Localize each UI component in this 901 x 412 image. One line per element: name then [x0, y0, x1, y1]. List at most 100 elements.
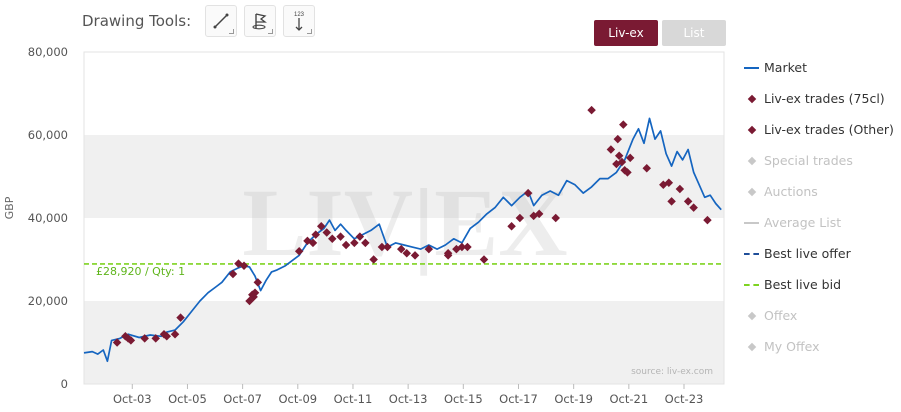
- x-tick-label: Oct-05: [168, 392, 207, 406]
- legend-item[interactable]: Average List: [744, 207, 894, 238]
- trade-75cl-point[interactable]: [369, 255, 378, 264]
- trade-75cl-point[interactable]: [162, 332, 172, 341]
- legend-symbol: [744, 311, 759, 320]
- flag-tool-icon: [252, 13, 268, 30]
- trade-other-point[interactable]: [308, 238, 318, 248]
- legend-label: Special trades: [764, 153, 853, 168]
- trade-75cl-point[interactable]: [341, 240, 351, 250]
- trade-75cl-point[interactable]: [383, 242, 392, 252]
- trade-75cl-point[interactable]: [587, 105, 596, 115]
- market-series: [83, 117, 722, 363]
- legend-label: Market: [764, 60, 807, 75]
- y-tick-label: 40,000: [28, 211, 68, 225]
- trade-75cl-point[interactable]: [410, 251, 420, 260]
- drawing-tools-label: Drawing Tools:: [82, 12, 192, 30]
- flag-tool-button[interactable]: [244, 5, 277, 37]
- trade-75cl-point[interactable]: [151, 334, 160, 343]
- trade-75cl-point[interactable]: [328, 234, 337, 243]
- trade-75cl-point[interactable]: [355, 232, 365, 241]
- y-tick-label: 60,000: [28, 128, 68, 142]
- legend-symbol: [744, 156, 759, 165]
- trade-75cl-point[interactable]: [176, 313, 185, 322]
- trade-other-point[interactable]: [443, 251, 453, 260]
- x-tick-label: Oct-15: [444, 392, 483, 406]
- x-tick-label: Oct-07: [223, 392, 262, 406]
- trade-75cl-point[interactable]: [294, 246, 304, 256]
- trade-other-point[interactable]: [457, 242, 467, 252]
- trade-75cl-point[interactable]: [112, 338, 122, 347]
- x-tick-label: Oct-17: [499, 392, 538, 406]
- legend-label: Auctions: [764, 184, 818, 199]
- legend-label: Best live bid: [764, 277, 842, 292]
- trade-other-point[interactable]: [619, 120, 628, 129]
- sort-123-icon: 123: [294, 12, 305, 31]
- legend-symbol: [744, 283, 759, 286]
- legend-label: Offex: [764, 308, 798, 323]
- trade-other-point[interactable]: [123, 334, 133, 343]
- trade-75cl-point[interactable]: [361, 238, 370, 248]
- x-tick-label: Oct-03: [113, 392, 152, 406]
- trade-other-point[interactable]: [336, 232, 345, 241]
- trade-75cl-point[interactable]: [479, 255, 489, 264]
- market-line: [83, 117, 722, 363]
- best-live-bid-label: £28,920 / Qty: 1: [96, 265, 185, 278]
- trade-75cl-point[interactable]: [253, 278, 263, 287]
- legend-item[interactable]: Market: [744, 52, 894, 83]
- best-live-bid-line: £28,920 / Qty: 1: [84, 263, 724, 278]
- trade-other-point[interactable]: [249, 292, 258, 302]
- legend-symbol: [744, 187, 759, 196]
- trade-75cl-point[interactable]: [311, 230, 320, 239]
- trade-75cl-point[interactable]: [402, 249, 412, 258]
- legend-label: Average List: [764, 215, 842, 230]
- trade-75cl-point[interactable]: [463, 242, 472, 252]
- trade-75cl-point[interactable]: [507, 222, 516, 231]
- plot-band: [84, 135, 724, 218]
- trade-other-point[interactable]: [322, 228, 332, 237]
- legend-item[interactable]: Liv-ex trades (Other): [744, 114, 894, 145]
- legend-symbol: [744, 66, 759, 69]
- legend-symbol: [744, 342, 759, 351]
- legend-item[interactable]: Auctions: [744, 176, 894, 207]
- legend-item[interactable]: Offex: [744, 300, 894, 331]
- legend-label: Best live offer: [764, 246, 851, 261]
- legend-symbol: [744, 252, 759, 255]
- trade-75cl-point[interactable]: [396, 244, 406, 254]
- x-axis: Oct-03 Oct-05 Oct-07 Oct-09 Oct-11 Oct-13 Oct-…: [113, 384, 703, 406]
- legend-label: Liv-ex trades (Other): [764, 122, 894, 137]
- watermark: LIV|EX: [242, 169, 567, 276]
- legend-item[interactable]: Special trades: [744, 145, 894, 176]
- trade-other-point[interactable]: [170, 329, 180, 339]
- legend-item[interactable]: Best live bid: [744, 269, 894, 300]
- trade-75cl-point[interactable]: [316, 222, 326, 231]
- line-tool-icon: [213, 13, 229, 29]
- sort-123-button[interactable]: 123: [283, 5, 316, 37]
- line-tool-button[interactable]: [205, 5, 238, 37]
- x-tick-label: Oct-13: [389, 392, 428, 406]
- legend-item[interactable]: My Offex: [744, 331, 894, 362]
- trade-75cl-point[interactable]: [239, 261, 249, 270]
- trade-75cl-point[interactable]: [228, 269, 238, 279]
- view-tabs: Liv-ex List: [594, 20, 730, 46]
- trade-75cl-point[interactable]: [140, 334, 149, 343]
- trade-other-point[interactable]: [350, 238, 359, 248]
- y-tick-label: 0: [61, 377, 68, 391]
- plot-band: [84, 301, 724, 384]
- y-tick-label: 80,000: [28, 45, 68, 59]
- trade-other-point[interactable]: [377, 242, 387, 252]
- trade-75cl-point[interactable]: [424, 244, 434, 254]
- legend-symbol: [744, 221, 759, 224]
- legend-label: My Offex: [764, 339, 820, 354]
- legend-symbol: [744, 125, 759, 134]
- drawing-toolbar: Drawing Tools: 123: [82, 5, 322, 37]
- y-tick-label: 20,000: [28, 294, 68, 308]
- legend-item[interactable]: Liv-ex trades (75cl): [744, 83, 894, 114]
- chart-legend: Market Liv-ex trades (75cl) Liv-ex trades …: [744, 52, 894, 362]
- legend-symbol: [744, 94, 759, 103]
- x-tick-label: Oct-11: [334, 392, 373, 406]
- x-tick-label: Oct-19: [554, 392, 593, 406]
- trade-75cl-point[interactable]: [121, 332, 130, 341]
- tab-list[interactable]: List: [662, 20, 726, 46]
- legend-item[interactable]: Best live offer: [744, 238, 894, 269]
- tab-liv-ex[interactable]: Liv-ex: [594, 20, 658, 46]
